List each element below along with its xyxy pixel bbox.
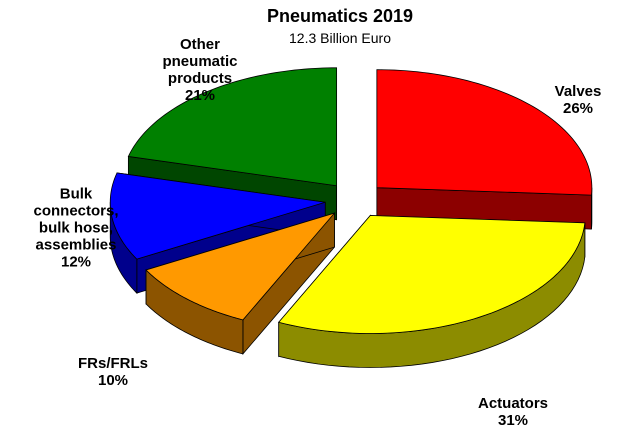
- slice: [109, 172, 326, 260]
- category-name: Other pneumatic products: [162, 36, 238, 87]
- category-name: Valves: [554, 83, 602, 100]
- category-name: Actuators: [477, 395, 548, 412]
- slice: [127, 67, 338, 187]
- slice: [278, 215, 586, 334]
- value-label: 31%: [497, 412, 529, 429]
- slice-label: Valves 26%: [538, 83, 618, 117]
- slice: [145, 212, 336, 321]
- chart-title: Pneumatics 2019: [266, 6, 414, 26]
- value-label: 12%: [60, 253, 92, 271]
- value-label: 21%: [184, 87, 216, 104]
- chart-subtitle: 12.3 Billion Euro: [289, 30, 391, 46]
- category-name: Bulk connectors, bulk hose, assemblies: [33, 185, 119, 254]
- slice-label: Bulk connectors, bulk hose, assemblies 12…: [21, 186, 131, 271]
- category-name: FRs/FRLs: [77, 355, 148, 372]
- slice-label: Other pneumatic products 21%: [145, 36, 255, 104]
- slice-label: FRs/FRLs 10%: [73, 355, 153, 389]
- slice-label: Actuators 31%: [468, 395, 558, 429]
- value-label: 26%: [562, 100, 594, 117]
- slice: [376, 69, 593, 196]
- value-label: 10%: [97, 372, 129, 389]
